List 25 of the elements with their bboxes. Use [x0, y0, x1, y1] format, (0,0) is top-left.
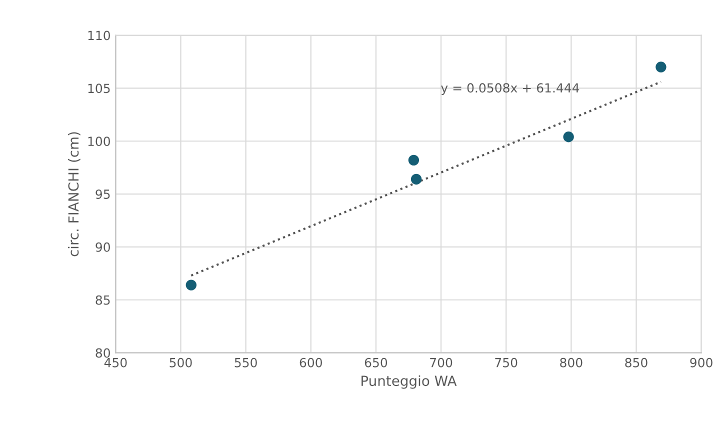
y-tick-label: 100: [88, 136, 110, 146]
point: [410, 174, 422, 185]
annotation: y = 0.0508x + 61.444: [441, 83, 580, 96]
x-tick-label: 850: [625, 358, 648, 368]
y-axis-title: circ. FIANCHI (cm): [68, 132, 80, 256]
point: [408, 154, 420, 166]
x-tick-label: 800: [560, 358, 582, 368]
x-tick-label: 750: [495, 358, 518, 368]
point: [186, 280, 197, 290]
x-tick-label: 500: [170, 358, 192, 368]
x-tick-label: 450: [104, 358, 127, 368]
x-tick-label: 900: [690, 358, 712, 368]
y-tick-label: 105: [88, 84, 110, 94]
point: [563, 132, 574, 142]
x-axis-title: Punteggio WA: [362, 375, 457, 389]
x-tick-label: 600: [300, 358, 322, 368]
point: [656, 62, 666, 72]
x-tick-label: 650: [364, 358, 388, 368]
y-tick-label: 80: [96, 348, 110, 358]
y-tick-label: 90: [96, 242, 110, 252]
x-tick-label: 700: [430, 358, 452, 368]
y-tick-label: 95: [96, 190, 110, 199]
x-tick-label: 550: [234, 358, 257, 368]
y-tick-label: 110: [88, 30, 110, 40]
y-tick-label: 85: [96, 295, 110, 305]
